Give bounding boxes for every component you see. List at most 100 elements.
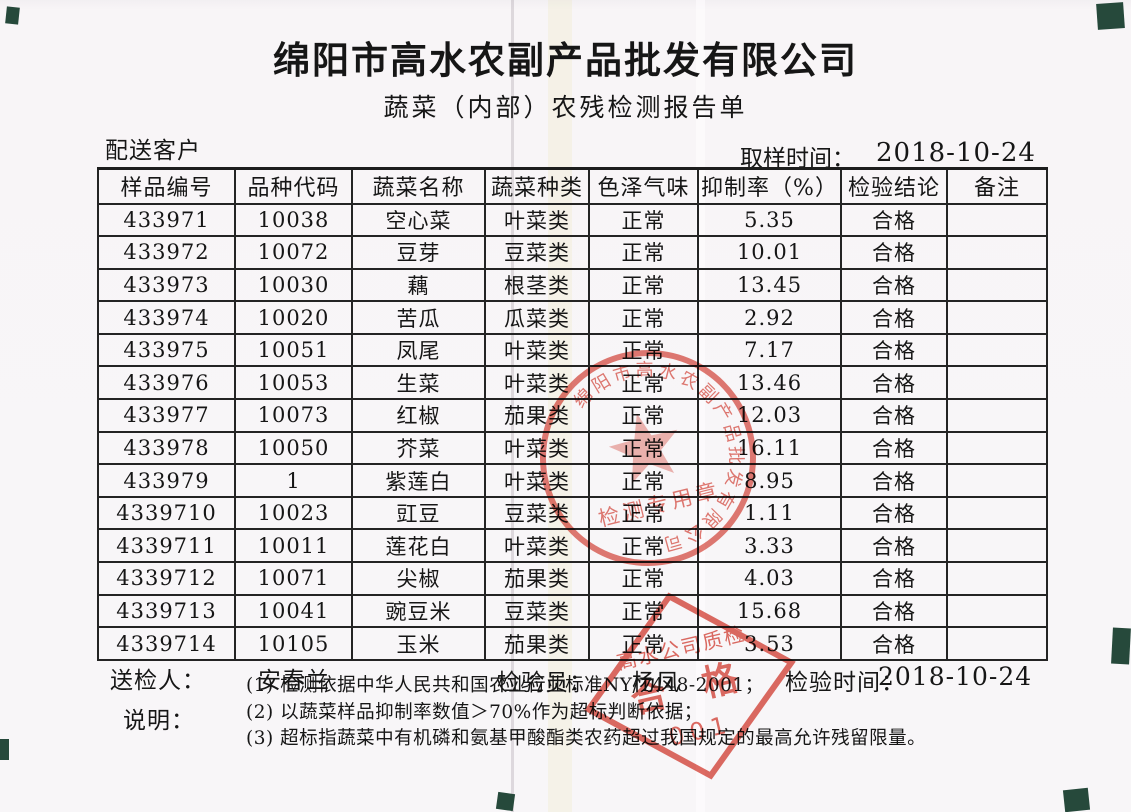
table-row: 433979 1 紫莲白 叶菜类 正常 8.95 合格	[97, 463, 1048, 498]
table-cell: 10071	[234, 561, 353, 596]
table-cell: 叶菜类	[484, 202, 590, 238]
table-cell: 10011	[234, 528, 353, 564]
column-header: 蔬菜种类	[484, 167, 590, 205]
table-cell: 16.11	[697, 430, 842, 466]
table-cell: 红椒	[351, 398, 486, 433]
table-cell: 茄果类	[484, 398, 590, 433]
table-cell: 433977	[97, 398, 236, 433]
table-cell: 豇豆	[351, 495, 486, 531]
table-cell: 正常	[588, 202, 699, 238]
table-cell: 3.53	[697, 626, 842, 661]
table-cell: 3.33	[697, 528, 842, 564]
table-cell: 尖椒	[351, 561, 486, 596]
table-cell: 433978	[97, 430, 236, 466]
table-cell: 正常	[588, 593, 699, 629]
table-cell: 莲花白	[351, 528, 486, 564]
table-cell: 10041	[234, 593, 353, 629]
table-row: 4339714 10105 玉米 茄果类 正常 3.53 合格	[97, 626, 1048, 661]
table-cell	[946, 300, 1048, 335]
table-cell	[946, 235, 1048, 270]
table-cell: 正常	[588, 528, 699, 564]
table-cell: 正常	[588, 463, 699, 498]
table-cell: 4339710	[97, 495, 236, 531]
table-cell: 8.95	[697, 463, 842, 498]
table-cell: 藕	[351, 267, 486, 303]
table-cell: 豌豆米	[351, 593, 486, 629]
table-cell: 433975	[97, 332, 236, 368]
table-cell: 正常	[588, 561, 699, 596]
table-cell: 合格	[840, 463, 948, 498]
table-cell	[946, 561, 1048, 596]
table-cell: 合格	[840, 267, 948, 303]
table-cell: 叶菜类	[484, 365, 590, 401]
inspection-time-value: 2018-10-24	[878, 662, 1033, 691]
table-cell: 合格	[840, 398, 948, 433]
table-cell: 合格	[840, 235, 948, 270]
note-line: (1) 检测依据中华人民共和国农业行业标准NY/T448-2001；	[246, 675, 764, 696]
sender-name: 安春兰	[258, 668, 330, 694]
notes-label: 说明：	[123, 708, 195, 734]
table-cell: 紫莲白	[351, 463, 486, 498]
table-cell: 根茎类	[484, 267, 590, 303]
table-cell	[946, 626, 1048, 661]
table-cell: 合格	[840, 365, 948, 401]
delivery-customer-label: 配送客户	[105, 138, 201, 164]
table-row: 433974 10020 苦瓜 瓜菜类 正常 2.92 合格	[97, 300, 1048, 335]
table-row: 4339712 10071 尖椒 茄果类 正常 4.03 合格	[97, 561, 1048, 596]
table-cell: 正常	[588, 626, 699, 661]
table-cell	[946, 463, 1048, 498]
table-cell: 叶菜类	[484, 463, 590, 498]
table-cell: 10.01	[697, 235, 842, 270]
table-cell: 4339712	[97, 561, 236, 596]
header-row: 样品编号 品种代码 蔬菜名称 蔬菜种类 色泽气味 抑制率（%） 检验结论 备注	[97, 167, 1048, 205]
table-cell: 茄果类	[484, 626, 590, 661]
table-cell: 433976	[97, 365, 236, 401]
table-cell: 合格	[840, 593, 948, 629]
table-cell: 合格	[840, 332, 948, 368]
table-cell: 15.68	[697, 593, 842, 629]
table-row: 433976 10053 生菜 叶菜类 正常 13.46 合格	[97, 365, 1048, 401]
table-cell	[946, 398, 1048, 433]
table-cell: 正常	[588, 235, 699, 270]
table-cell: 10073	[234, 398, 353, 433]
table-cell: 10105	[234, 626, 353, 661]
table-cell: 433971	[97, 202, 236, 238]
table-cell	[946, 430, 1048, 466]
table-cell: 10023	[234, 495, 353, 531]
company-title: 绵阳市高水农副产品批发有限公司	[273, 39, 858, 82]
column-header: 抑制率（%）	[697, 167, 842, 205]
table-cell: 豆芽	[351, 235, 486, 270]
table-cell: 茄果类	[484, 561, 590, 596]
table-cell: 合格	[840, 430, 948, 466]
table-cell: 4.03	[697, 561, 842, 596]
table-cell: 10030	[234, 267, 353, 303]
table-cell: 4339714	[97, 626, 236, 661]
table-cell: 10050	[234, 430, 353, 466]
column-header: 备注	[946, 167, 1048, 205]
table-cell: 10020	[234, 300, 353, 335]
test-results-table: 样品编号 品种代码 蔬菜名称 蔬菜种类 色泽气味 抑制率（%） 检验结论 备注 433971 1…	[97, 167, 1048, 661]
table-cell: 合格	[840, 561, 948, 596]
notes-list: (1) 检测依据中华人民共和国农业行业标准NY/T448-2001； (2) 以蔬…	[246, 673, 926, 753]
report-title: 蔬菜（内部）农残检测报告单	[383, 93, 748, 122]
column-header: 检验结论	[840, 167, 948, 205]
table-cell: 5.35	[697, 202, 842, 238]
table-cell: 1.11	[697, 495, 842, 531]
table-cell: 凤尾	[351, 332, 486, 368]
table-row: 4339713 10041 豌豆米 豆菜类 正常 15.68 合格	[97, 593, 1048, 629]
note-line: (2) 以蔬菜样品抑制率数值＞70%作为超标判断依据；	[246, 701, 703, 723]
table-cell: 433979	[97, 463, 236, 498]
table-cell: 生菜	[351, 365, 486, 401]
column-header: 蔬菜名称	[351, 167, 486, 205]
table-cell: 10053	[234, 365, 353, 401]
column-header: 色泽气味	[588, 167, 699, 205]
scan-mark-top-right	[1096, 2, 1125, 30]
table-cell: 玉米	[351, 626, 486, 661]
table-cell: 瓜菜类	[484, 300, 590, 335]
inspector-label: 检验员：	[497, 670, 593, 696]
table-row: 433971 10038 空心菜 叶菜类 正常 5.35 合格	[97, 202, 1048, 238]
table-cell: 叶菜类	[484, 528, 590, 564]
column-header: 样品编号	[97, 167, 236, 205]
table-cell: 4339711	[97, 528, 236, 564]
table-cell: 正常	[588, 398, 699, 433]
